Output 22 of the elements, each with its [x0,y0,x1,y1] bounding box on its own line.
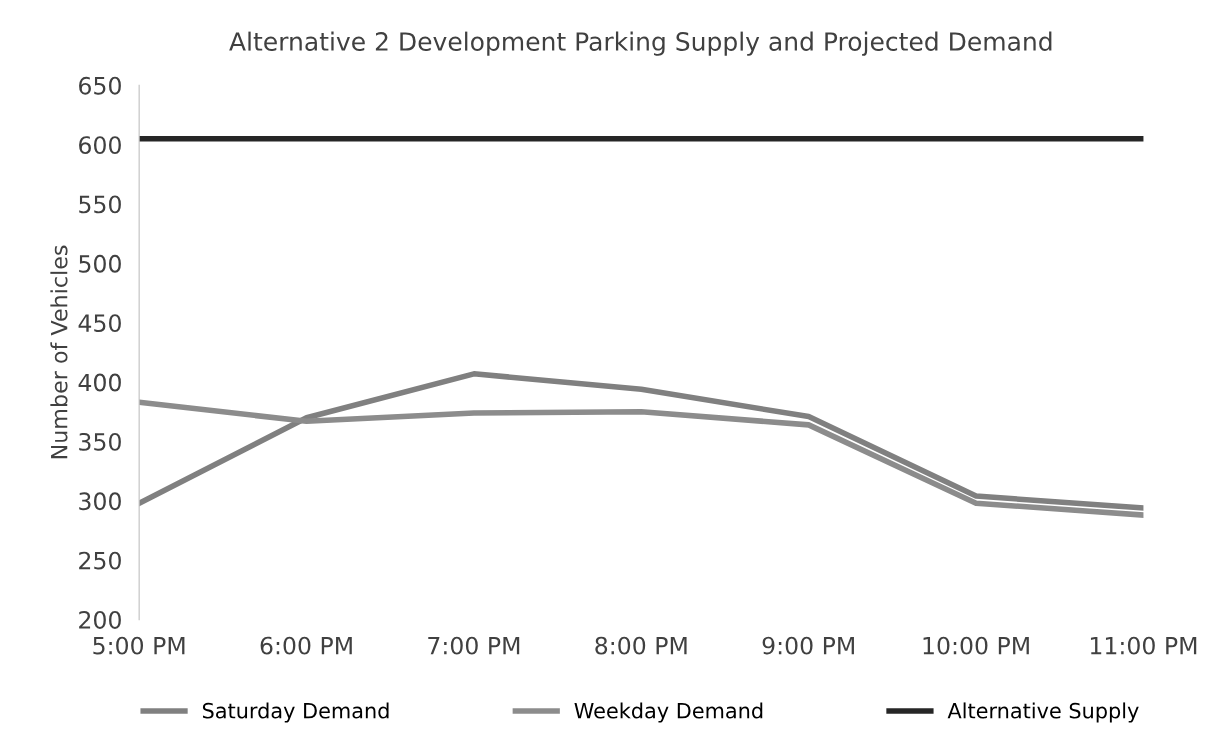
legend-label: Saturday Demand [202,702,389,723]
y-axis-title: Number of Vehicles [50,245,68,459]
x-tick-label: 7:00 PM [428,636,520,655]
x-tick-label: 10:00 PM [923,636,1029,655]
y-tick-label: 500 [79,254,121,273]
y-tick-label: 650 [79,76,121,95]
y-tick-label: 600 [79,136,121,154]
x-tick-label: 8:00 PM [595,636,687,655]
x-tick-label: 11:00 PM [1090,636,1197,655]
y-tick-label: 450 [78,314,121,333]
y-tick-label: 300 [79,492,121,511]
y-tick-label: 400 [78,373,121,392]
legend-label: Alternative Supply [947,702,1139,723]
y-tick-label: 250 [79,551,121,570]
y-tick-label: 200 [79,611,121,629]
chart-title: Alternative 2 Development Parking Supply and Projected Demand [229,31,1052,56]
y-tick-label: 350 [79,432,121,451]
legend-label: Weekday Demand [574,702,763,723]
x-tick-label: 9:00 PM [762,636,854,655]
x-tick-label: 5:00 PM [93,636,185,655]
x-tick-label: 6:00 PM [260,636,352,655]
y-tick-label: 550 [79,195,121,214]
